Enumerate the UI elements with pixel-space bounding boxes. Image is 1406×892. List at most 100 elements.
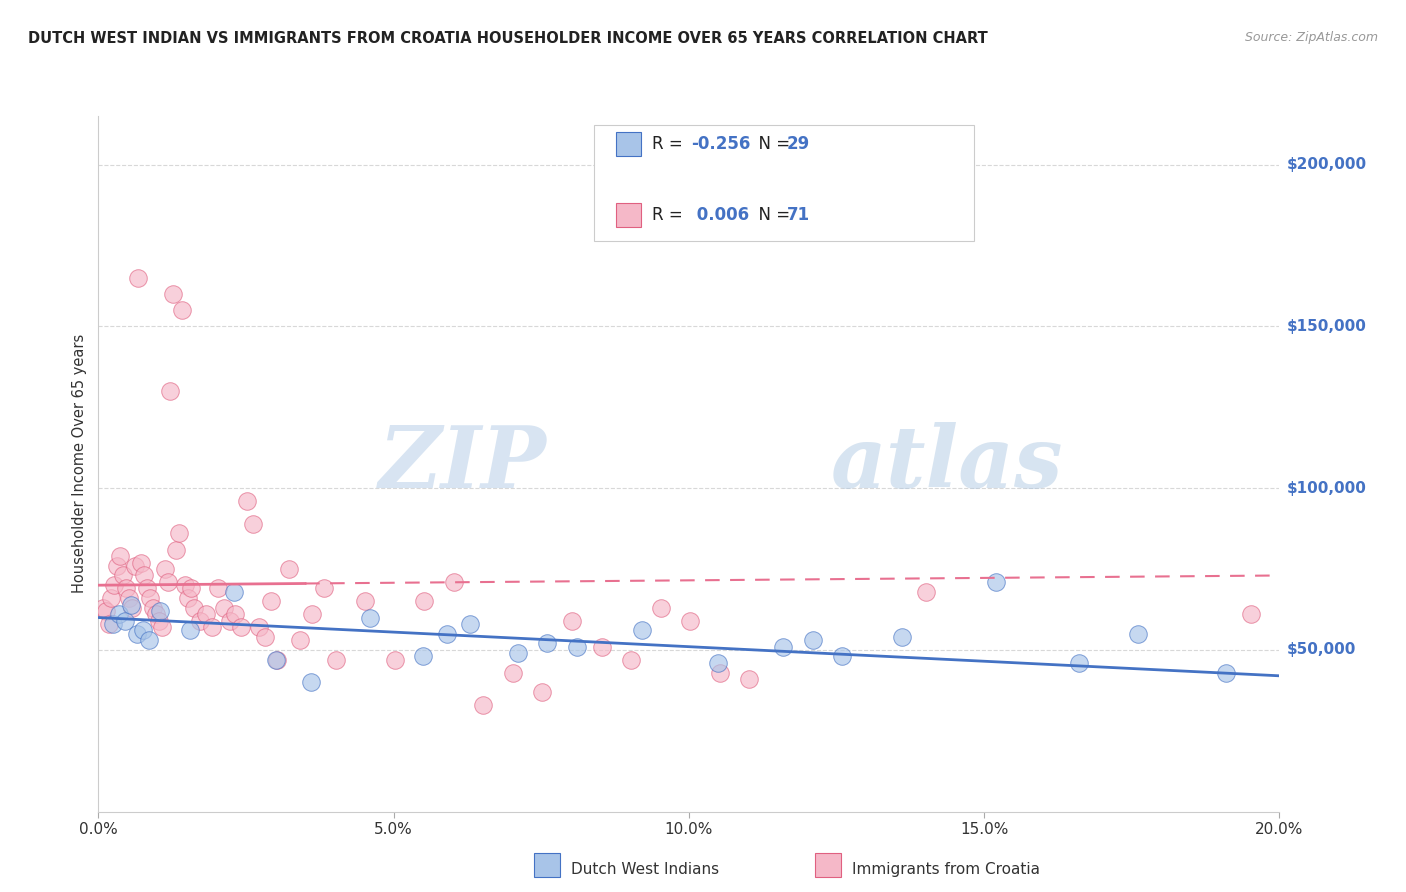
Text: Source: ZipAtlas.com: Source: ZipAtlas.com — [1244, 31, 1378, 45]
Point — [149, 604, 172, 618]
Point — [502, 665, 524, 680]
Text: N =: N = — [748, 206, 794, 225]
Point — [299, 675, 322, 690]
Point — [312, 582, 335, 596]
Point — [561, 614, 583, 628]
Point — [1067, 656, 1090, 670]
Point — [108, 607, 131, 622]
Point — [266, 652, 288, 666]
Point — [443, 574, 465, 589]
Text: $150,000: $150,000 — [1286, 318, 1367, 334]
Point — [120, 598, 142, 612]
Point — [436, 626, 458, 640]
Text: R =: R = — [652, 135, 688, 153]
Point — [100, 591, 122, 606]
Point — [915, 584, 938, 599]
Point — [325, 652, 347, 666]
Point — [707, 656, 730, 670]
Point — [162, 287, 184, 301]
Point — [179, 624, 201, 638]
Point — [156, 574, 179, 589]
Point — [738, 672, 761, 686]
Point — [620, 652, 643, 666]
Point — [183, 600, 205, 615]
Point — [413, 594, 436, 608]
Point — [1126, 626, 1149, 640]
Point — [129, 556, 152, 570]
Point — [103, 578, 125, 592]
Point — [679, 614, 702, 628]
Point — [180, 582, 202, 596]
Point — [591, 640, 613, 654]
Point — [94, 604, 117, 618]
Point — [354, 594, 377, 608]
Point — [301, 607, 323, 622]
Point — [201, 620, 224, 634]
Point — [264, 652, 287, 666]
Point — [630, 624, 652, 638]
Point — [139, 591, 162, 606]
Text: atlas: atlas — [831, 422, 1063, 506]
Point — [290, 633, 312, 648]
Point — [132, 624, 155, 638]
Point — [224, 584, 246, 599]
Point — [169, 526, 191, 541]
Point — [277, 562, 299, 576]
Point — [218, 614, 240, 628]
Point — [260, 594, 283, 608]
Point — [536, 636, 558, 650]
Point — [247, 620, 270, 634]
Text: Immigrants from Croatia: Immigrants from Croatia — [852, 863, 1040, 877]
Point — [565, 640, 588, 654]
Point — [98, 617, 121, 632]
Point — [91, 600, 114, 615]
Point — [145, 607, 167, 622]
Text: DUTCH WEST INDIAN VS IMMIGRANTS FROM CROATIA HOUSEHOLDER INCOME OVER 65 YEARS CO: DUTCH WEST INDIAN VS IMMIGRANTS FROM CRO… — [28, 31, 988, 46]
Text: R =: R = — [652, 206, 688, 225]
Text: -0.256: -0.256 — [692, 135, 751, 153]
Point — [115, 582, 138, 596]
Point — [188, 614, 211, 628]
Point — [150, 620, 173, 634]
Point — [132, 568, 155, 582]
Text: ZIP: ZIP — [380, 422, 547, 506]
Point — [531, 685, 554, 699]
Point — [172, 303, 194, 318]
Point — [124, 558, 146, 573]
Point — [236, 494, 259, 508]
Point — [890, 630, 912, 644]
Point — [253, 630, 276, 644]
Point — [127, 270, 149, 285]
Text: $200,000: $200,000 — [1286, 157, 1367, 172]
Text: Dutch West Indians: Dutch West Indians — [571, 863, 718, 877]
Text: $50,000: $50,000 — [1286, 642, 1355, 657]
Point — [138, 633, 160, 648]
Point — [412, 649, 434, 664]
Point — [121, 600, 143, 615]
Text: N =: N = — [748, 135, 794, 153]
Point — [118, 591, 141, 606]
Point — [105, 558, 128, 573]
Text: 29: 29 — [787, 135, 810, 153]
Point — [359, 610, 381, 624]
Point — [194, 607, 217, 622]
Point — [709, 665, 731, 680]
Point — [207, 582, 229, 596]
Point — [165, 542, 187, 557]
Point — [384, 652, 406, 666]
Point — [148, 614, 170, 628]
Point — [174, 578, 197, 592]
Point — [472, 698, 495, 712]
Point — [506, 646, 529, 660]
Text: $100,000: $100,000 — [1286, 481, 1367, 496]
Y-axis label: Householder Income Over 65 years: Householder Income Over 65 years — [72, 334, 87, 593]
Point — [831, 649, 853, 664]
Point — [772, 640, 794, 654]
Point — [801, 633, 824, 648]
Point — [984, 574, 1007, 589]
Point — [177, 591, 200, 606]
Point — [242, 516, 264, 531]
Point — [212, 600, 235, 615]
Point — [650, 600, 672, 615]
Point — [112, 568, 135, 582]
